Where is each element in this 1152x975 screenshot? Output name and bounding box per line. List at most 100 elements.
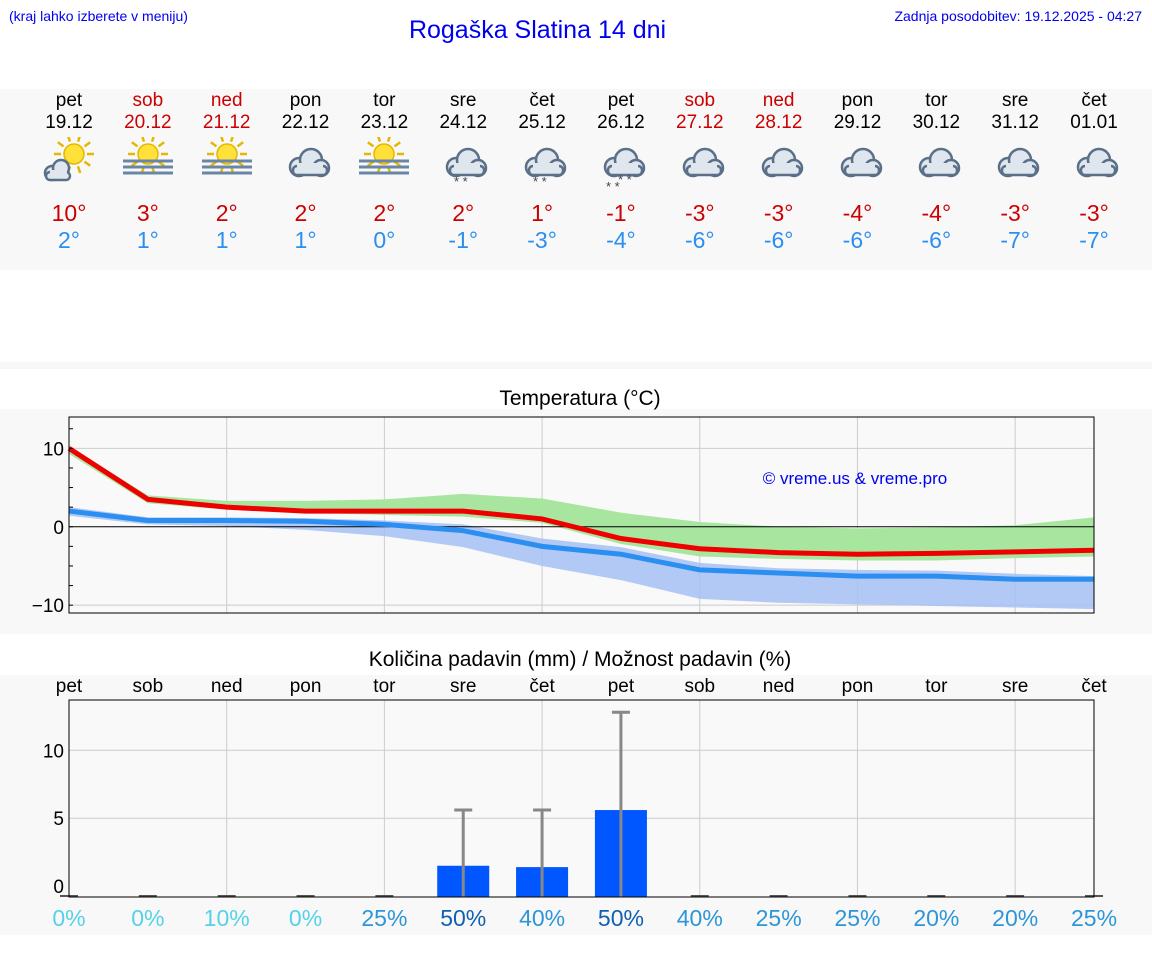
precip-probability: 0% <box>131 905 165 931</box>
cloudy-icon <box>988 137 1042 187</box>
precipitation-chart: 0 5 10 <box>43 699 1103 898</box>
precip-day-label: pet <box>607 676 635 697</box>
cloudy-icon <box>1067 137 1121 187</box>
min-temperature: 1° <box>294 227 317 253</box>
precip-day-label: sre <box>1001 676 1029 697</box>
precipitation-day-labels: pet sob ned pon tor sre čet pet sob ned pon tor sre č… <box>0 676 1152 698</box>
max-temperature: -3° <box>684 200 715 226</box>
sun-fog-icon <box>121 134 175 187</box>
max-temperature: 2° <box>373 200 396 226</box>
y-tick-label: 0 <box>53 877 64 898</box>
max-temperature: 10° <box>51 200 87 226</box>
precip-probability: 25% <box>1071 905 1118 931</box>
cloud-shape <box>603 147 646 178</box>
precip-probability: 20% <box>913 905 960 931</box>
partly-sunny-cloud-icon <box>42 134 96 187</box>
day-name: sre <box>450 90 477 111</box>
day-name: pon <box>289 90 322 111</box>
watermark: © vreme.us & vreme.pro <box>763 469 947 488</box>
max-temperature-line <box>67 446 1095 557</box>
min-temperature: -6° <box>921 227 952 253</box>
min-temperature: 0° <box>373 227 396 253</box>
cloudy-icon <box>752 137 806 187</box>
svg-text:* *: * * <box>454 174 468 187</box>
precip-day-label: čet <box>529 676 555 697</box>
location-menu-hint[interactable]: (kraj lahko izberete v meniju) <box>9 8 188 24</box>
day-name: sob <box>132 90 164 111</box>
precip-probability: 0% <box>288 905 323 931</box>
precip-probability: 40% <box>519 905 566 931</box>
y-tick-label: 5 <box>53 809 64 830</box>
precip-day-label: tor <box>925 676 948 697</box>
cloud-shape <box>1076 147 1119 178</box>
day-name: sre <box>1001 90 1029 111</box>
precip-day-label: pet <box>55 676 83 697</box>
cloud-light-snow-icon: * * <box>436 137 490 189</box>
precip-day-label: sob <box>684 676 716 697</box>
min-temperature: -6° <box>684 227 715 253</box>
max-temperature: 3° <box>136 200 159 226</box>
max-temperature: -3° <box>1079 200 1109 226</box>
cloudy-icon <box>909 137 963 187</box>
day-date: 26.12 <box>597 112 645 133</box>
day-name: čet <box>1081 90 1107 111</box>
max-temperature: -3° <box>763 200 794 226</box>
day-date: 20.12 <box>124 112 172 133</box>
min-temperature-line <box>68 508 1094 582</box>
min-temperature: -1° <box>448 227 479 253</box>
y-tick-label: −10 <box>32 596 64 617</box>
min-temperature: -7° <box>1079 227 1109 253</box>
day-date: 24.12 <box>439 112 488 133</box>
day-name: ned <box>762 90 795 111</box>
day-name: pon <box>841 90 874 111</box>
max-temperature: -3° <box>1000 200 1031 226</box>
plot-area <box>69 700 1094 897</box>
max-temperature: -4° <box>921 200 952 226</box>
cloud-shape <box>682 147 725 178</box>
day-name: pet <box>607 90 635 111</box>
precip-day-label: sre <box>450 676 477 697</box>
precip-day-label: pon <box>289 676 322 697</box>
page-title: Rogaška Slatina 14 dni <box>408 16 667 44</box>
min-temperature: 2° <box>58 227 80 253</box>
daily-forecast-strip: pet 19.12 10° 2° sob 20.12 3° 1° ned 21.… <box>0 89 1152 270</box>
min-temperature: -4° <box>606 227 636 253</box>
separator-band <box>0 362 1152 369</box>
day-date: 23.12 <box>360 112 409 133</box>
min-temperature: -3° <box>527 227 557 253</box>
cloudy-icon <box>279 137 333 187</box>
precip-day-label: ned <box>210 676 243 697</box>
day-date: 30.12 <box>912 112 961 133</box>
cloudy-icon <box>831 137 885 187</box>
max-temperature: 2° <box>294 200 317 226</box>
day-name: sob <box>684 90 716 111</box>
precip-day-label: pon <box>841 676 874 697</box>
precip-probability: 10% <box>203 905 250 931</box>
precip-probability: 0% <box>52 905 86 931</box>
precip-day-label: tor <box>373 676 396 697</box>
max-temperature: 1° <box>531 200 554 226</box>
plot-frame <box>68 416 1095 614</box>
day-date: 28.12 <box>754 112 803 133</box>
precip-day-label: sob <box>132 676 164 697</box>
svg-text:* *: * * <box>618 172 632 187</box>
cloud-shape <box>761 147 803 178</box>
temperature-chart-title: Temperatura (°C) <box>499 387 661 410</box>
precip-probability: 25% <box>834 905 881 931</box>
cloud-light-snow-icon: * * <box>515 137 569 189</box>
cloud-shape <box>997 147 1040 178</box>
svg-text:* *: * * <box>606 179 620 187</box>
y-tick-label: 0 <box>53 518 64 539</box>
precip-probability: 40% <box>676 905 723 931</box>
cloud-shape <box>840 147 882 178</box>
min-temperature: -6° <box>763 227 794 253</box>
precip-probability: 25% <box>361 905 408 931</box>
precip-probability: 25% <box>755 905 802 931</box>
sun-fog-icon <box>357 134 411 187</box>
cloud-shape <box>524 147 567 178</box>
max-range-band <box>69 446 1094 561</box>
cloud-shape <box>288 147 330 178</box>
day-date: 25.12 <box>518 112 566 133</box>
precip-day-label: ned <box>762 676 795 697</box>
svg-text:* *: * * <box>533 174 547 187</box>
